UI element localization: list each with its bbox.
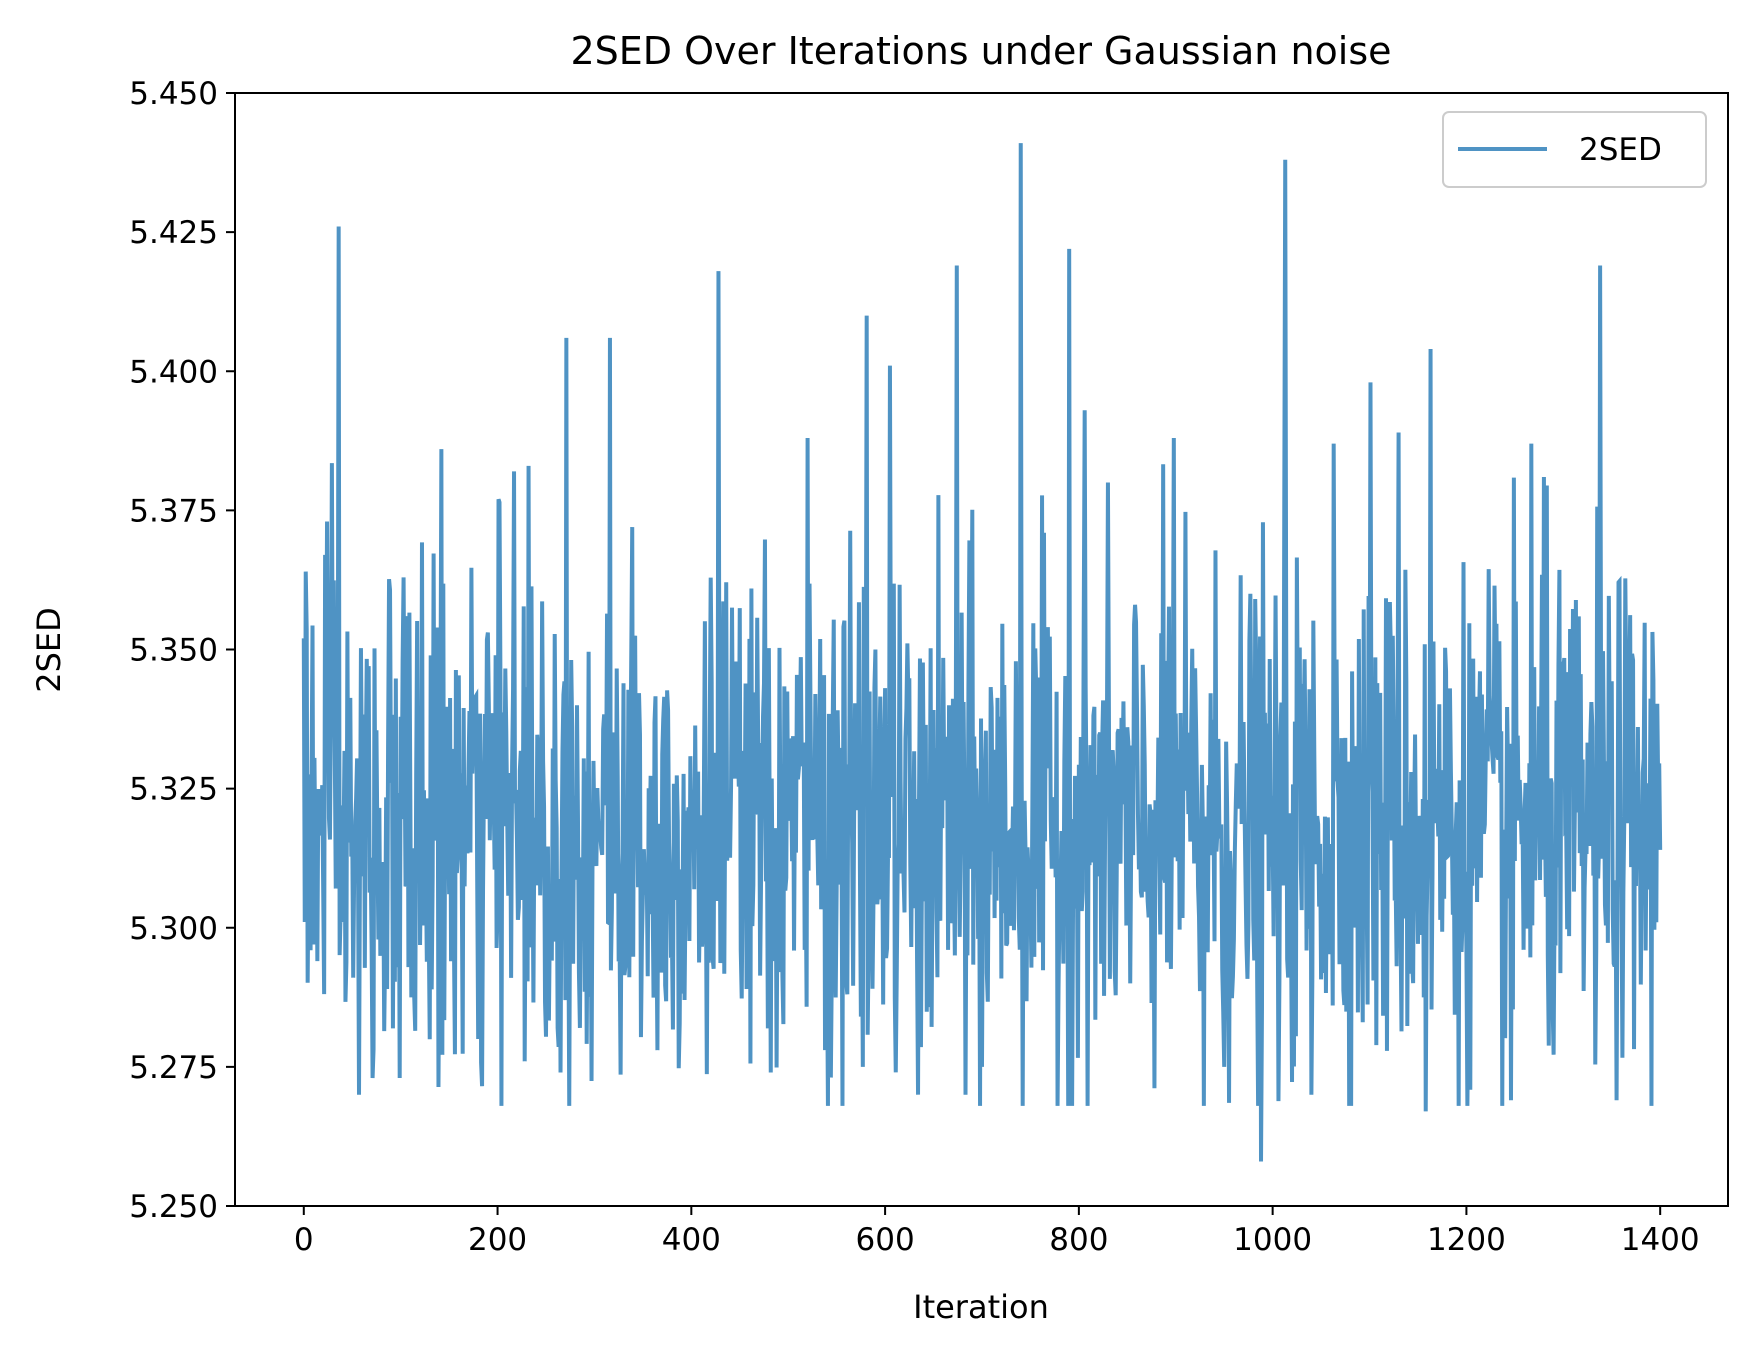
chart-title: 2SED Over Iterations under Gaussian nois… <box>570 29 1391 73</box>
x-tick-label: 1200 <box>1427 1222 1506 1258</box>
legend-box <box>1442 111 1707 188</box>
x-tick-label: 400 <box>662 1222 721 1258</box>
series-line-2sed <box>301 143 1663 1162</box>
y-tick-label: 5.400 <box>129 354 218 390</box>
x-tick-label: 600 <box>856 1222 915 1258</box>
x-axis-title: Iteration <box>913 1288 1049 1326</box>
y-tick-label: 5.325 <box>129 772 218 808</box>
x-tick-label: 1000 <box>1233 1222 1312 1258</box>
y-tick-label: 5.275 <box>129 1050 218 1086</box>
y-tick-label: 5.250 <box>129 1189 218 1225</box>
x-tick-label: 0 <box>294 1222 314 1258</box>
y-axis-title: 2SED <box>30 607 68 693</box>
legend-label: 2SED <box>1579 132 1662 168</box>
y-axis: 5.250 5.275 5.300 5.325 5.350 5.375 5.400 5.425… <box>129 76 235 1225</box>
x-tick-label: 200 <box>468 1222 527 1258</box>
y-tick-label: 5.375 <box>129 493 218 529</box>
y-tick-label: 5.450 <box>129 76 218 112</box>
x-tick-label: 800 <box>1049 1222 1108 1258</box>
x-tick-label: 1400 <box>1621 1222 1700 1258</box>
legend: 2SED <box>1442 111 1707 188</box>
y-tick-label: 5.300 <box>129 911 218 947</box>
x-axis: 0 200 400 600 800 1000 1200 1400 <box>294 1206 1700 1258</box>
y-tick-label: 5.425 <box>129 215 218 251</box>
plot-area <box>301 143 1663 1162</box>
y-tick-label: 5.350 <box>129 633 218 669</box>
